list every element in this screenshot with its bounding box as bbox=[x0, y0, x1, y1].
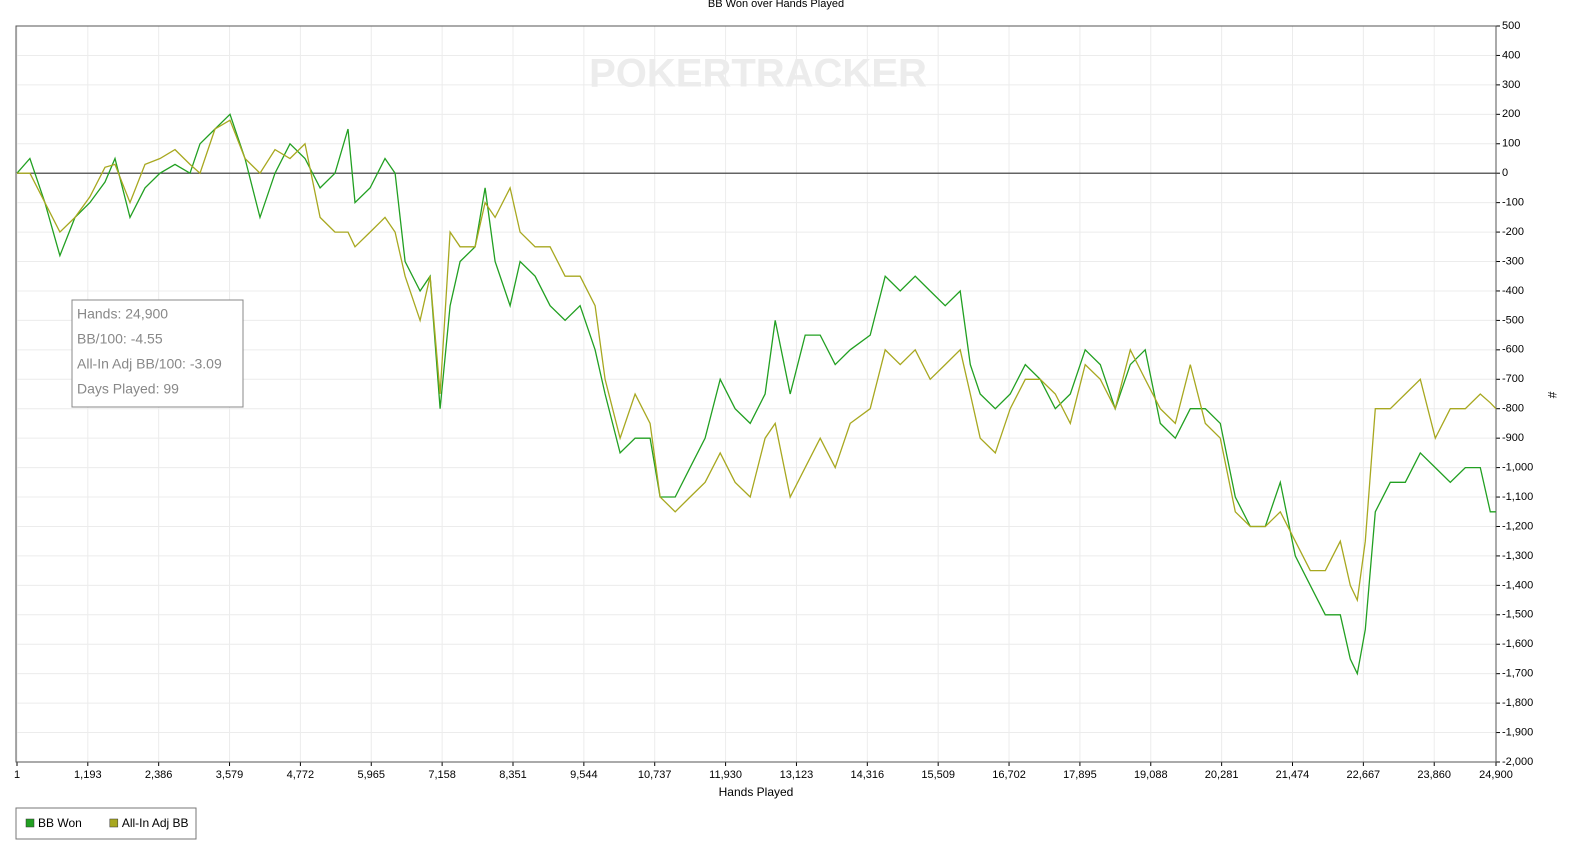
tooltip-text: Hands: 24,900 bbox=[77, 306, 168, 322]
y-tick-label: -1,500 bbox=[1502, 609, 1533, 621]
y-tick-label: -1,000 bbox=[1502, 462, 1533, 474]
y-tick-label: -1,600 bbox=[1502, 638, 1533, 650]
y-tick-label: -1,800 bbox=[1502, 697, 1533, 709]
tooltip-box bbox=[71, 299, 244, 408]
y-tick-label: -800 bbox=[1502, 403, 1524, 415]
y-tick-label: 200 bbox=[1502, 108, 1520, 120]
y-axis-label: # bbox=[1545, 392, 1559, 399]
legend-swatch bbox=[25, 818, 35, 828]
x-tick-label: 22,667 bbox=[1347, 769, 1381, 781]
series-line bbox=[17, 119, 1497, 603]
y-tick-label: -1,400 bbox=[1502, 579, 1533, 591]
x-tick-label: 10,737 bbox=[638, 769, 672, 781]
x-tick-label: 20,281 bbox=[1205, 769, 1239, 781]
series-line bbox=[16, 113, 1496, 676]
y-tick-label: -200 bbox=[1502, 226, 1524, 238]
x-tick-label: 21,474 bbox=[1276, 769, 1310, 781]
legend-label: BB Won bbox=[38, 816, 82, 830]
x-tick-label: 2,386 bbox=[145, 769, 173, 781]
x-tick-label: 7,158 bbox=[428, 769, 456, 781]
y-tick-label: -600 bbox=[1502, 344, 1524, 356]
x-tick-label: 15,509 bbox=[921, 769, 955, 781]
y-tick-label: -1,200 bbox=[1502, 520, 1533, 532]
x-axis-label: Hands Played bbox=[719, 785, 794, 799]
y-tick-label: -2,000 bbox=[1502, 756, 1533, 768]
y-tick-label: -900 bbox=[1502, 432, 1524, 444]
x-tick-label: 19,088 bbox=[1134, 769, 1168, 781]
x-tick-label: 1 bbox=[14, 769, 20, 781]
x-tick-label: 24,900 bbox=[1479, 769, 1513, 781]
x-tick-label: 3,579 bbox=[216, 769, 244, 781]
x-tick-label: 5,965 bbox=[357, 769, 385, 781]
legend-swatch bbox=[109, 818, 119, 828]
x-tick-label: 23,860 bbox=[1417, 769, 1451, 781]
legend-box bbox=[15, 807, 197, 840]
x-tick-label: 4,772 bbox=[287, 769, 315, 781]
y-tick-label: 400 bbox=[1502, 49, 1520, 61]
x-tick-label: 11,930 bbox=[709, 769, 742, 781]
y-tick-label: -100 bbox=[1502, 197, 1524, 209]
x-tick-label: 13,123 bbox=[780, 769, 814, 781]
x-tick-label: 8,351 bbox=[499, 769, 527, 781]
y-tick-label: -1,100 bbox=[1502, 491, 1533, 503]
legend-label: All-In Adj BB bbox=[122, 816, 189, 830]
y-tick-label: 100 bbox=[1502, 138, 1520, 150]
y-tick-label: -1,700 bbox=[1502, 668, 1533, 680]
y-tick-label: 500 bbox=[1502, 20, 1520, 32]
chart-title: BB Won over Hands Played bbox=[708, 0, 844, 10]
x-tick-label: 1,193 bbox=[74, 769, 102, 781]
x-tick-label: 14,316 bbox=[850, 769, 884, 781]
x-tick-label: 17,895 bbox=[1063, 769, 1097, 781]
y-tick-label: 0 bbox=[1502, 167, 1508, 179]
y-tick-label: -1,900 bbox=[1502, 726, 1533, 738]
y-tick-label: -500 bbox=[1502, 314, 1524, 326]
tooltip-text: All-In Adj BB/100: -3.09 bbox=[77, 356, 222, 372]
y-tick-label: -700 bbox=[1502, 373, 1524, 385]
y-tick-label: 300 bbox=[1502, 79, 1520, 91]
y-tick-label: -400 bbox=[1502, 285, 1524, 297]
tooltip-text: BB/100: -4.55 bbox=[77, 331, 163, 347]
y-tick-label: -300 bbox=[1502, 255, 1524, 267]
plot-frame bbox=[15, 25, 1497, 763]
y-tick-label: -1,300 bbox=[1502, 550, 1533, 562]
watermark: POKERTRACKER bbox=[589, 52, 927, 96]
tooltip-text: Days Played: 99 bbox=[77, 381, 179, 397]
x-tick-label: 9,544 bbox=[570, 769, 598, 781]
x-tick-label: 16,702 bbox=[992, 769, 1026, 781]
